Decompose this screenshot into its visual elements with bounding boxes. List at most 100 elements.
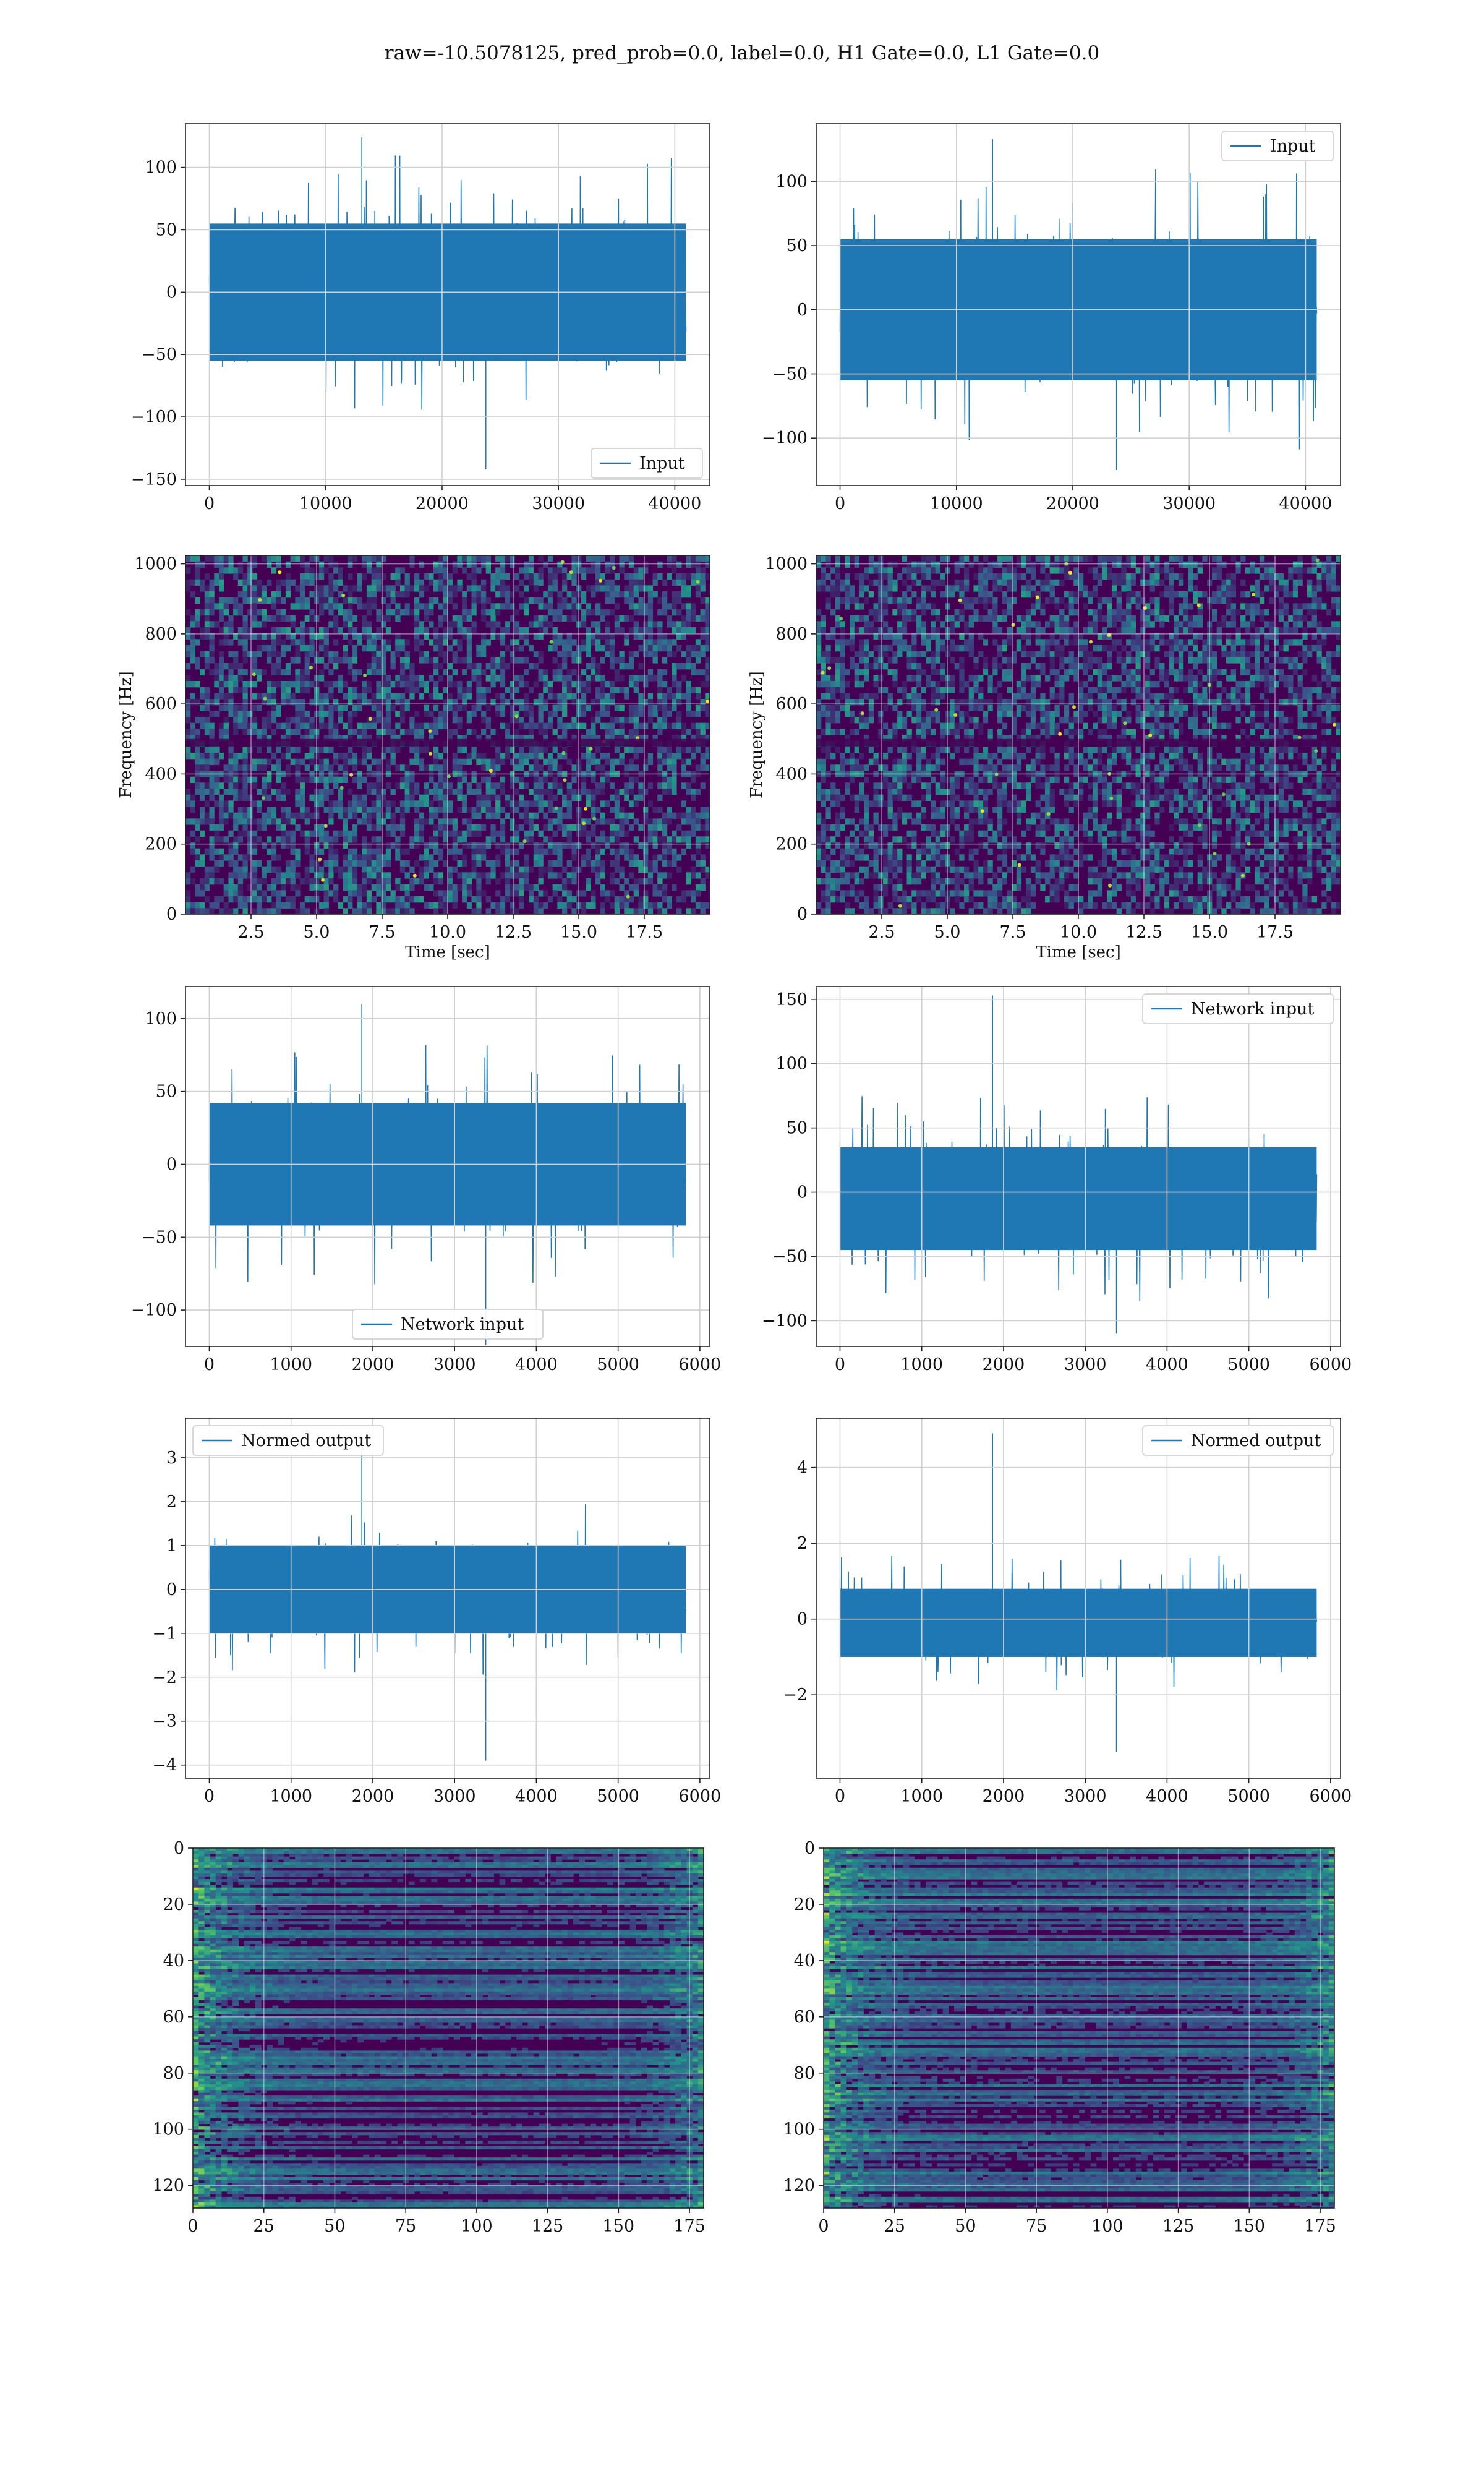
plot-area [824,1848,1334,2208]
y-tick-label: 100 [775,172,808,191]
figure-title: raw=-10.5078125, pred_prob=0.0, label=0.… [0,42,1484,64]
grid [186,555,710,915]
y-tick-label: 60 [163,2008,184,2027]
y-tick-label: 0 [166,283,177,302]
axes-frame [816,986,1341,1347]
legend-label: Network input [401,1315,524,1334]
x-tick-label: 2.5 [869,923,895,942]
axes-frame [823,1847,1335,2209]
legend-label: Input [639,454,685,473]
x-tick-label: 0 [835,494,845,513]
y-tick-label: −50 [772,1248,808,1267]
y-tick-label: 0 [166,1580,177,1599]
x-tick-label: 7.5 [369,923,396,942]
legend: Network input [352,1309,544,1340]
x-tick-label: 3000 [1064,1787,1107,1806]
legend: Input [591,448,703,479]
x-tick-label: 50 [324,2217,345,2236]
plot-area [186,555,710,914]
x-tick-label: 30000 [532,494,585,513]
y-tick-label: 80 [163,2064,184,2083]
x-tick-label: 0 [204,1787,215,1806]
legend: Normed output [1142,1425,1334,1456]
legend: Network input [1142,993,1334,1024]
x-tick-label: 25 [884,2217,905,2236]
y-tick-label: 100 [783,2120,815,2139]
y-tick-label: 120 [783,2177,815,2196]
y-tick-label: 400 [145,764,177,784]
x-tick-label: 5.0 [934,923,961,942]
y-tick-label: 100 [775,1055,808,1074]
y-tick-label: 50 [156,1082,177,1102]
x-tick-label: 20000 [416,494,469,513]
x-tick-label: 150 [603,2217,635,2236]
y-tick-label: 100 [152,2120,184,2139]
y-tick-label: −3 [152,1712,177,1731]
x-tick-label: 2000 [352,1355,394,1374]
x-tick-label: 5000 [1227,1355,1270,1374]
plot-area [208,1444,687,1761]
series-spikes [992,139,1117,471]
y-tick-label: 4 [797,1458,808,1478]
x-tick-label: 20000 [1046,494,1099,513]
x-tick-label: 10000 [299,494,352,513]
x-tick-label: 2.5 [238,923,265,942]
y-tick-label: 20 [794,1895,815,1914]
y-tick-label: 40 [163,1951,184,1971]
axes-frame [185,1418,710,1779]
x-tick-label: 12.5 [495,923,532,942]
legend: Normed output [192,1425,384,1456]
y-tick-label: −50 [142,1228,177,1247]
y-tick-label: 80 [794,2064,815,2083]
x-tick-label: 3000 [433,1787,476,1806]
x-tick-label: 6000 [1310,1787,1352,1806]
x-tick-label: 12.5 [1125,923,1162,942]
x-tick-label: 4000 [515,1787,558,1806]
legend: Input [1221,131,1334,161]
x-tick-label: 6000 [679,1787,722,1806]
normed-right-svg: 0 1000 2000 3000 4000 5000 6000 −2 0 2 4 Normed out… [783,1418,1352,1806]
y-tick-label: 600 [145,695,177,714]
legend-label: Network input [1191,999,1314,1019]
x-tick-label: 3000 [1064,1355,1107,1374]
x-tick-label: 2000 [983,1355,1025,1374]
y-tick-label: −100 [762,429,808,448]
y-tick-label: −4 [152,1756,177,1775]
x-tick-label: 1000 [900,1355,943,1374]
x-tick-label: 75 [1026,2217,1047,2236]
grid [186,124,710,486]
plot-area [839,139,1318,471]
x-tick-label: 0 [204,494,215,513]
y-tick-label: 100 [145,158,177,178]
x-tick-label: 1000 [270,1355,312,1374]
y-tick-label: 20 [163,1895,184,1914]
feature-right-svg: 0 25 50 75 100 125 150 175 0 20 40 60 80 100 120 [783,1839,1336,2236]
x-tick-label: 0 [835,1355,845,1374]
y-tick-label: −150 [131,470,177,489]
x-tick-label: 0 [835,1787,845,1806]
x-tick-label: 50 [955,2217,976,2236]
x-tick-label: 30000 [1162,494,1216,513]
x-tick-label: 0 [187,2217,198,2236]
y-tick-label: 0 [166,905,177,924]
grid [816,124,1341,486]
y-tick-label: 1 [166,1536,177,1556]
x-tick-label: 10.0 [1060,923,1097,942]
x-tick-label: 2000 [983,1787,1025,1806]
input-right-panel: 0 10000 20000 30000 40000 −100 −50 0 50 100 Input [762,123,1341,513]
series-spikes [992,1433,1117,1752]
y-tick-label: 400 [775,764,808,784]
series-band [840,1588,1317,1657]
y-tick-label: 800 [775,625,808,644]
x-tick-label: 5.0 [304,923,330,942]
y-tick-label: 60 [794,2008,815,2027]
y-tick-label: 0 [804,1839,815,1858]
x-tick-label: 1000 [270,1787,312,1806]
y-tick-label: −50 [772,365,808,384]
x-tick-label: 15.0 [1191,923,1228,942]
y-tick-label: −100 [131,408,177,427]
network-left-svg: 0 1000 2000 3000 4000 5000 6000 −100 −50 0 50 100 Ne… [131,986,721,1374]
axes-frame [816,1418,1341,1779]
spectrogram-right-panel: 2.5 5.0 7.5 10.0 12.5 15.0 17.5 0 200 400 600 800 10… [748,555,1341,962]
feature-map-left-panel: 0 25 50 75 100 125 150 175 0 20 40 60 80 100 120 [152,1839,705,2236]
